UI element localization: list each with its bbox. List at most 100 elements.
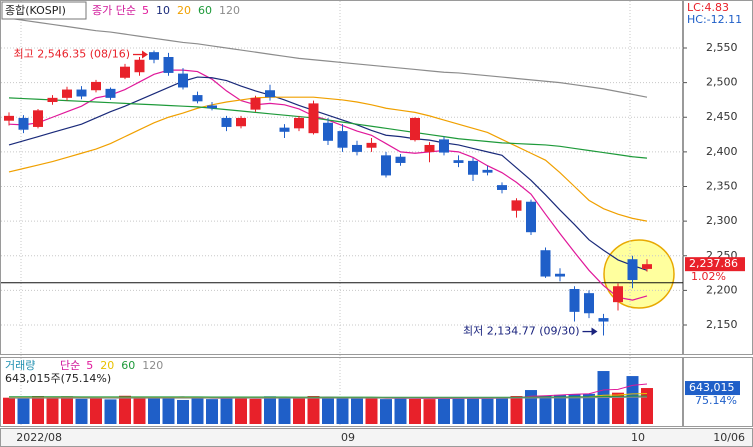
candle-body bbox=[497, 185, 507, 190]
hc-label: HC:-12.11 bbox=[687, 13, 742, 26]
candle-body bbox=[18, 117, 29, 130]
candle-body bbox=[468, 160, 478, 175]
price-pane bbox=[0, 0, 683, 355]
y-tick-label: 2,300 bbox=[706, 214, 738, 227]
volume-bar bbox=[17, 398, 30, 424]
volume-bar bbox=[423, 399, 436, 424]
candle-body bbox=[381, 155, 391, 176]
volume-bar bbox=[75, 398, 88, 424]
candle-body bbox=[47, 97, 58, 103]
volume-bar bbox=[525, 390, 537, 424]
volume-bar bbox=[365, 397, 378, 424]
candle-body bbox=[163, 56, 174, 73]
volume-bar bbox=[133, 396, 146, 424]
annotation-text: 최고 2,546.35 (08/16) bbox=[13, 48, 130, 61]
candle-body bbox=[236, 117, 246, 127]
annotation-arrowhead bbox=[142, 50, 148, 59]
x-tick-label: 10/06 bbox=[713, 431, 745, 444]
candle-body bbox=[526, 201, 536, 233]
volume-bar bbox=[322, 397, 334, 424]
title-box bbox=[1, 1, 87, 20]
candle-body bbox=[221, 117, 232, 127]
candle-body bbox=[555, 273, 565, 277]
volume-bar bbox=[177, 399, 189, 424]
volume-bar bbox=[206, 399, 218, 424]
volume-pct-label: 75.14% bbox=[695, 394, 737, 407]
volume-bar bbox=[278, 397, 291, 424]
volume-bar bbox=[104, 399, 117, 424]
ma-line bbox=[8, 96, 648, 222]
volume-bar bbox=[148, 396, 160, 424]
volume-bar bbox=[554, 394, 566, 424]
legend-entry: 20 bbox=[100, 359, 114, 372]
candle-body bbox=[569, 289, 580, 312]
volume-bar bbox=[409, 398, 421, 424]
y-tick-label: 2,400 bbox=[706, 145, 738, 158]
x-tick-label: 09 bbox=[341, 431, 355, 444]
x-tick-label: 10 bbox=[631, 431, 645, 444]
candle-body bbox=[439, 139, 449, 153]
volume-bar bbox=[336, 398, 349, 424]
candle-body bbox=[4, 115, 14, 121]
candle-body bbox=[366, 142, 377, 148]
candle-body bbox=[91, 81, 101, 91]
annotation-text: 최저 2,134.77 (09/30) bbox=[463, 325, 580, 338]
candle-body bbox=[250, 97, 261, 110]
legend-entry: 60 bbox=[121, 359, 135, 372]
legend-entry: 5 bbox=[142, 4, 149, 17]
candle-body bbox=[62, 89, 72, 98]
volume-bar bbox=[32, 396, 44, 424]
candle-body bbox=[584, 293, 594, 314]
y-tick-label: 2,350 bbox=[706, 180, 738, 193]
candle-body bbox=[482, 169, 493, 173]
volume-bar bbox=[612, 392, 624, 424]
volume-info: 643,015주(75.14%) bbox=[5, 372, 111, 385]
candle-body bbox=[511, 200, 522, 211]
candle-body bbox=[337, 131, 348, 148]
current-price-box bbox=[685, 257, 745, 272]
y-tick-label: 2,550 bbox=[706, 41, 738, 54]
change-label: 1.02% bbox=[691, 270, 726, 283]
candle-body bbox=[308, 103, 319, 134]
volume-bar bbox=[539, 395, 552, 424]
volume-bar bbox=[162, 397, 175, 424]
volume-bar bbox=[626, 376, 639, 424]
volume-bar bbox=[46, 397, 59, 424]
volume-bar bbox=[191, 397, 204, 424]
volume-bar bbox=[90, 397, 102, 424]
candle-body bbox=[613, 286, 623, 303]
candle-body bbox=[120, 66, 130, 78]
volume-bar bbox=[235, 397, 247, 424]
volume-bar bbox=[452, 398, 465, 424]
candle-body bbox=[540, 250, 551, 277]
y-tick-label: 2,150 bbox=[706, 318, 738, 331]
legend-prefix: 종가 단순 bbox=[92, 4, 136, 17]
volume-bar bbox=[220, 397, 233, 424]
candle-body bbox=[33, 110, 43, 127]
volume-bar bbox=[351, 398, 363, 424]
volume-bar bbox=[119, 395, 131, 424]
lc-label: LC:4.83 bbox=[687, 1, 729, 14]
annotation-arrowhead bbox=[591, 327, 598, 336]
volume-ma-line bbox=[9, 396, 648, 399]
candle-body bbox=[134, 59, 145, 73]
candle-body bbox=[149, 52, 159, 60]
volume-bar bbox=[380, 399, 392, 424]
volume-bar bbox=[481, 398, 494, 424]
candle-body bbox=[352, 144, 362, 152]
volume-bar bbox=[438, 397, 450, 424]
candle-body bbox=[323, 122, 333, 141]
title: 종합(KOSPI) bbox=[5, 4, 66, 17]
candle-body bbox=[207, 105, 217, 109]
volume-title: 거래량 bbox=[5, 359, 35, 372]
volume-bar bbox=[467, 397, 479, 424]
current-price-label: 2,237.86 bbox=[689, 257, 738, 270]
legend-entry: 5 bbox=[86, 359, 93, 372]
candle-body bbox=[76, 89, 87, 97]
volume-bar bbox=[264, 396, 276, 424]
ma-line bbox=[8, 76, 648, 271]
volume-bar bbox=[61, 396, 73, 424]
legend-entry: 120 bbox=[142, 359, 163, 372]
ma-line bbox=[8, 17, 648, 98]
